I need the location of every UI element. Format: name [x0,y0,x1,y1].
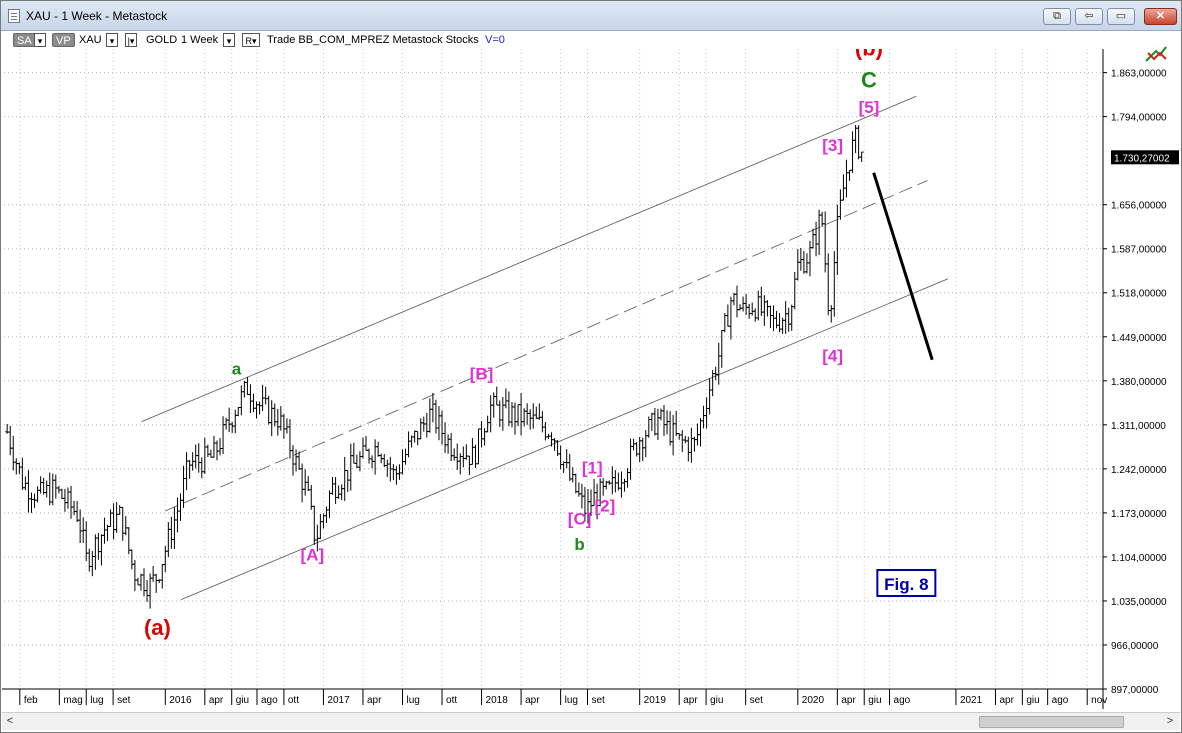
chart-document-icon [8,9,20,23]
y-tick-label: 1.656,00000 [1111,201,1167,212]
x-tick-label: ago [894,695,911,706]
wave-label: (a) [144,615,171,640]
y-tick-label: 1.173,00000 [1111,509,1167,520]
title-bar[interactable]: XAU - 1 Week - Metastock ⧉ ⇦ ▭ ✕ [1,1,1181,31]
channel-line-upper [141,95,917,423]
y-tick-label: 1.035,00000 [1111,597,1167,608]
wave-label: b [574,535,584,554]
y-tick-label: 1.863,00000 [1111,69,1167,80]
x-tick-label: ott [288,695,299,706]
x-tick-label: set [117,695,131,706]
y-tick-label: 1.449,00000 [1111,333,1167,344]
volume-text: V=0 [485,34,505,46]
x-tick-label: 2018 [486,695,509,706]
x-tick-label: ago [1052,695,1069,706]
sa-button[interactable]: SA [13,33,36,47]
wave-label: [C] [568,509,592,528]
trade-arrows-icon[interactable] [1144,43,1170,65]
scroll-right-arrow[interactable]: > [1166,715,1174,727]
wave-label: [B] [470,365,494,384]
chart-canvas[interactable]: 1.863,00000 1.794,00000 1.656,00000 1.587,0… [2,49,1180,711]
r-dropdown[interactable]: R▾ [242,33,260,47]
x-tick-label: apr [683,695,698,706]
security-name: GOLD [146,34,178,46]
x-tick-label: giu [1026,695,1039,706]
window-title: XAU - 1 Week - Metastock [26,9,168,23]
symbol-dropdown[interactable]: ▾ [106,33,118,47]
last-price-box [1111,150,1179,165]
y-tick-label: 897,00000 [1111,685,1159,696]
symbol-label: XAU [79,34,102,46]
x-tick-label: giu [868,695,881,706]
wave-label: [A] [301,546,325,565]
x-tick-label: ago [261,695,278,706]
wave-label: (b) [855,49,883,60]
x-tick-label: 2017 [327,695,350,706]
x-tick-label: feb [24,695,38,706]
y-tick-label: 1.104,00000 [1111,553,1167,564]
y-tick-label: 1.794,00000 [1111,113,1167,124]
wave-label: [4] [822,347,843,366]
sa-dropdown[interactable]: ▾ [34,33,46,47]
wave-label: [3] [822,136,843,155]
last-price-label: 1.730,27002 [1114,153,1170,164]
back-button[interactable]: ⇦ [1075,8,1103,25]
y-tick-label: 966,00000 [1111,641,1159,652]
x-tick-label: 2016 [169,695,192,706]
x-tick-label: apr [525,695,540,706]
x-tick-label: apr [999,695,1014,706]
close-button[interactable]: ✕ [1144,8,1177,25]
wave-label: [5] [859,98,880,117]
chart-toolbar: SA ▾ VP XAU ▾ |▾ GOLD 1 Week ▾ R▾ Trade … [1,31,1181,49]
periodicity-dropdown[interactable]: ▾ [223,33,235,47]
wave-label: [1] [582,458,603,477]
minimize-button[interactable]: ▭ [1107,8,1135,25]
x-tick-label: giu [236,695,249,706]
x-tick-label: ott [446,695,457,706]
plot-background [2,49,1103,689]
indicator-text: Trade BB_COM_MPREZ Metastock Stocks [267,34,479,46]
wave-label: [2] [595,497,616,516]
y-tick-label: 1.587,00000 [1111,245,1167,256]
x-tick-label: lug [565,695,578,706]
figure-label: Fig. 8 [884,575,928,594]
figure-label-box [876,568,937,597]
restore-window-button[interactable]: ⧉ [1043,8,1071,25]
y-tick-label: 1.518,00000 [1111,289,1167,300]
x-tick-label: 2020 [802,695,825,706]
x-tick-label: lug [406,695,419,706]
scroll-thumb[interactable] [979,716,1124,728]
x-tick-label: set [591,695,605,706]
x-tick-label: set [750,695,764,706]
channel-line-lower [180,278,949,601]
y-tick-label: 1.380,00000 [1111,377,1167,388]
wave-label: C [861,67,877,92]
scroll-left-arrow[interactable]: < [6,715,14,727]
periodicity-label: 1 Week [181,34,219,46]
y-tick-label: 1.242,00000 [1111,465,1167,476]
x-tick-label: lug [90,695,103,706]
x-tick-label: 2021 [960,695,983,706]
x-tick-label: mag [63,695,82,706]
x-tick-label: apr [209,695,224,706]
x-tick-label: 2019 [644,695,667,706]
horizontal-scrollbar[interactable]: < > [2,712,1180,730]
projection-line [872,172,934,361]
price-bars [5,124,864,609]
x-tick-label: giu [710,695,723,706]
vp-button[interactable]: VP [52,33,75,47]
x-tick-label: nov [1091,695,1107,706]
y-tick-label: 1.311,00000 [1111,421,1166,432]
channel-line-middle [165,180,928,512]
wave-label: a [232,359,242,378]
x-tick-label: apr [841,695,856,706]
symbol-nav-dropdown[interactable]: |▾ [125,33,137,47]
price-chart[interactable]: 1.863,00000 1.794,00000 1.656,00000 1.587,0… [2,49,1180,711]
x-tick-label: apr [367,695,382,706]
